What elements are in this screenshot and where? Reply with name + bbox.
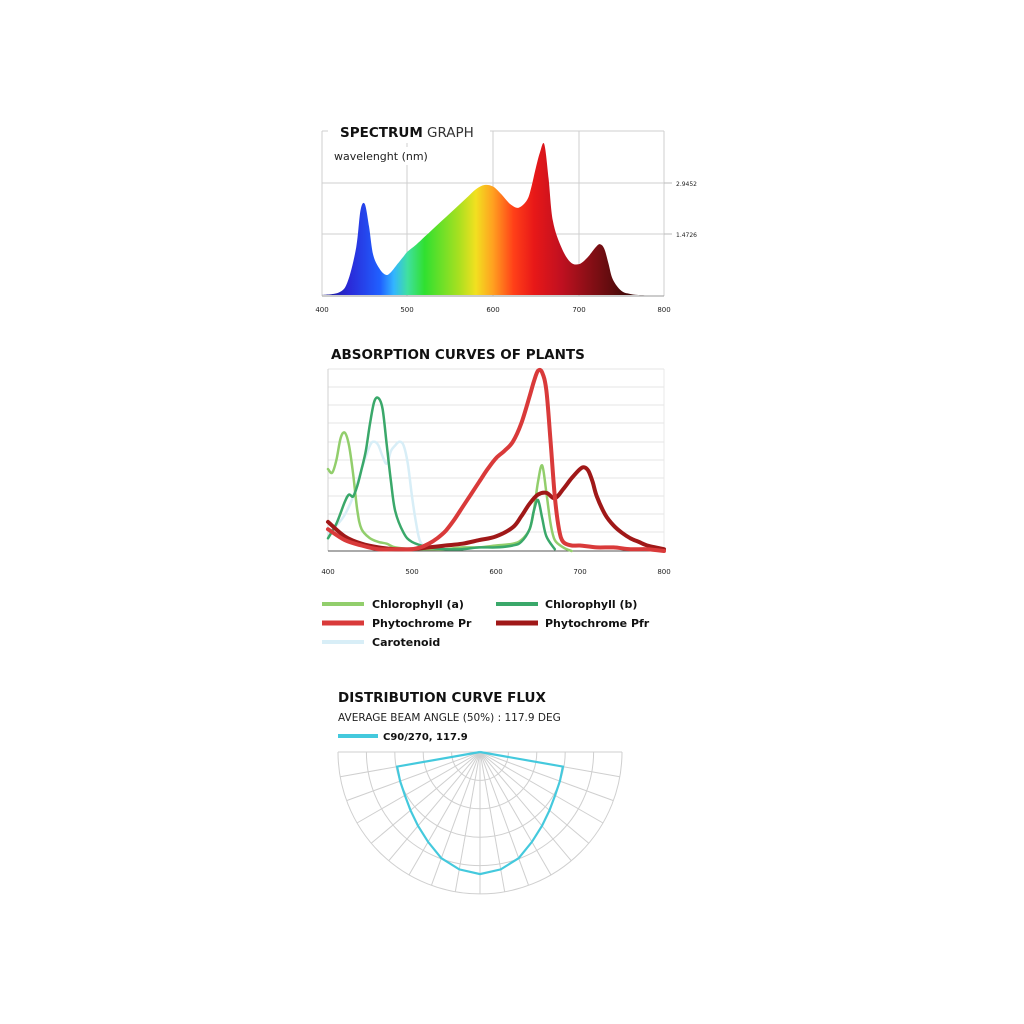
abs-x-tick-700: 700	[573, 568, 586, 576]
legend-label-chlorophyll-b: Chlorophyll (b)	[545, 598, 637, 611]
absorption-curves	[326, 367, 666, 553]
legend-label-chlorophyll-a: Chlorophyll (a)	[372, 598, 464, 611]
polar-spoke	[388, 751, 481, 862]
legend-label-carotenoid: Carotenoid	[372, 636, 440, 649]
polar-spoke	[479, 751, 614, 802]
spectrum-x-tick-800: 800	[657, 306, 670, 314]
spectrum-title-light: GRAPH	[427, 125, 474, 141]
polar-spoke	[479, 751, 590, 844]
polar-spoke	[408, 751, 481, 876]
polar-spoke	[479, 751, 530, 886]
polar-spoke	[479, 751, 604, 824]
absorption-title: ABSORPTION CURVES OF PLANTS	[331, 347, 585, 363]
y-tick-label-top: 2.9452	[676, 181, 697, 188]
abs-x-tick-600: 600	[489, 568, 502, 576]
curve-phytochrome-pr	[326, 367, 666, 553]
polar-grid	[337, 751, 623, 895]
polar-spoke	[356, 751, 481, 824]
polar-spoke	[346, 751, 481, 802]
spectrum-x-tick-500: 500	[400, 306, 413, 314]
curve-chlorophyll-a	[326, 431, 573, 553]
legend-label-phytochrome-pr: Phytochrome Pr	[372, 617, 472, 630]
spectrum-x-tick-700: 700	[572, 306, 585, 314]
polar-spoke	[370, 751, 481, 844]
curve-chlorophyll-b	[326, 396, 557, 551]
flux-title: DISTRIBUTION CURVE FLUX	[338, 690, 546, 706]
spectrum-x-tick-600: 600	[486, 306, 499, 314]
title-backdrop	[328, 119, 490, 143]
flux-curve	[395, 750, 565, 876]
y-tick-label-mid: 1.4726	[676, 232, 697, 239]
flux-subtitle: AVERAGE BEAM ANGLE (50%) : 117.9 DEG	[338, 712, 561, 724]
polar-spoke	[479, 751, 552, 876]
abs-x-tick-800: 800	[657, 568, 670, 576]
abs-x-tick-500: 500	[405, 568, 418, 576]
legend-label-phytochrome-pfr: Phytochrome Pfr	[545, 617, 650, 630]
abs-x-tick-400: 400	[321, 568, 334, 576]
spectrum-xlabel: wavelenght (nm)	[334, 150, 428, 163]
spectrum-x-tick-400: 400	[315, 306, 328, 314]
spectrum-area	[322, 142, 647, 296]
polar-spoke	[479, 751, 572, 862]
polar-spoke	[430, 751, 481, 886]
flux-legend-label: C90/270, 117.9	[383, 732, 468, 743]
absorption-grid	[327, 368, 665, 552]
absorption-legend: Chlorophyll (a) Chlorophyll (b) Phytochr…	[322, 598, 650, 649]
spectrum-title-bold: SPECTRUM	[340, 125, 423, 141]
xlabel-backdrop	[328, 147, 442, 165]
curve-phytochrome-pfr	[326, 465, 666, 552]
